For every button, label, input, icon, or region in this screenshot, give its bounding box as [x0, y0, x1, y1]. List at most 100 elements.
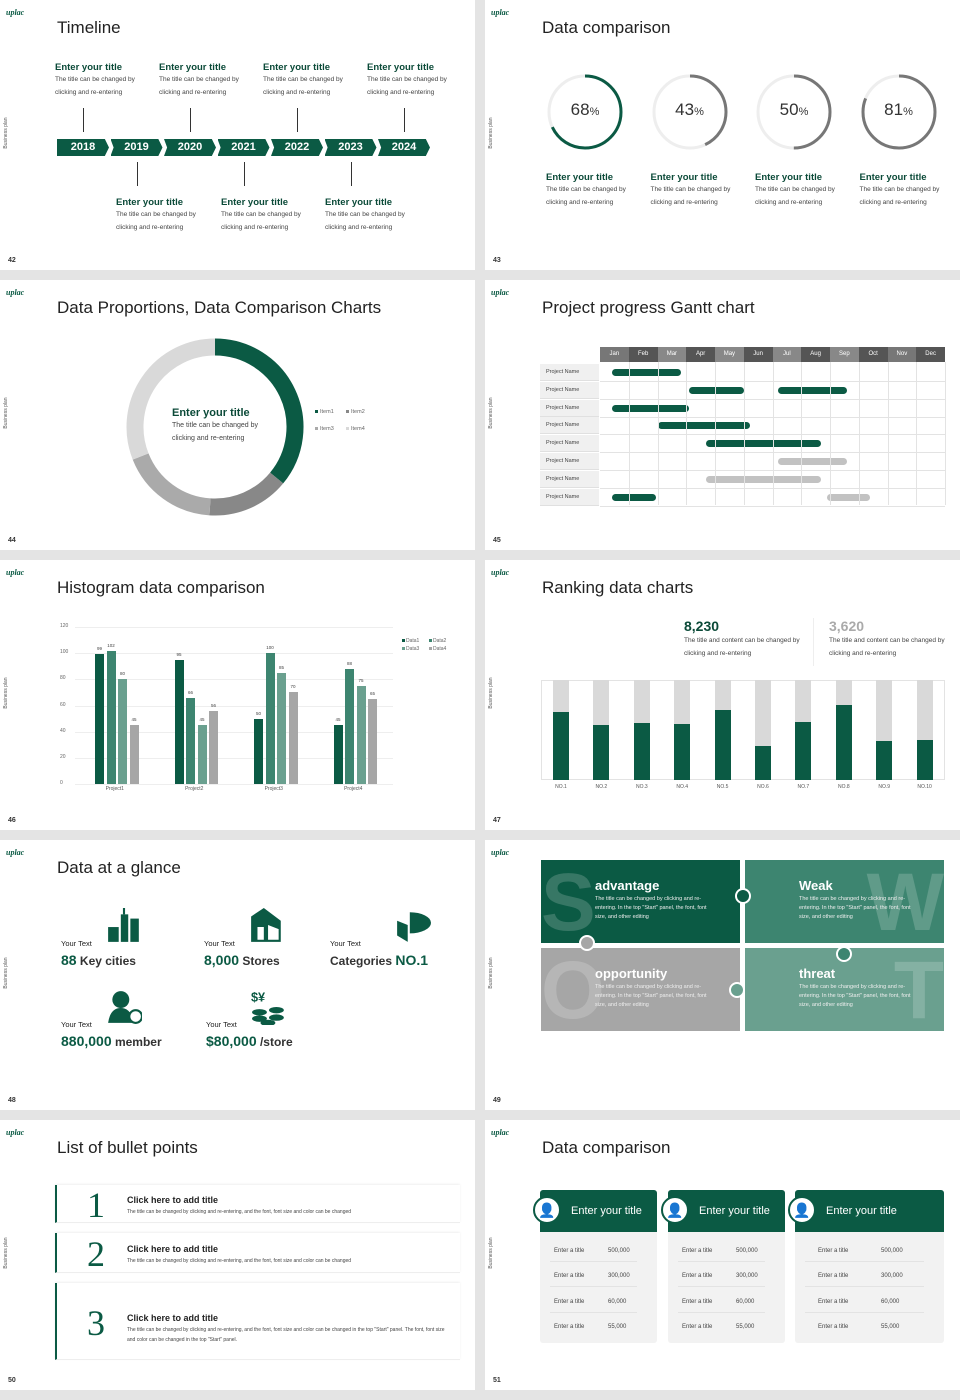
timeline-item: Enter your title The title can be changed…: [221, 197, 316, 234]
x-tick-label: Project2: [185, 786, 204, 792]
row-value: 300,000: [608, 1273, 630, 1280]
logo: uplac: [6, 288, 25, 297]
data-label: 85: [278, 664, 284, 670]
timeline-year-2023: 2023: [324, 139, 377, 156]
ring-number: 81: [884, 100, 904, 119]
bar-data3: [356, 685, 366, 784]
y-tick-label: 100: [60, 649, 69, 656]
logo: uplac: [491, 568, 510, 577]
bar-value: [714, 710, 731, 780]
data-label: 95: [176, 651, 182, 657]
bar-data3: [118, 679, 127, 784]
legend-item: Item2: [346, 409, 365, 415]
bar-value: [553, 712, 569, 780]
bullet-item: 2 Click here to add title The title can be…: [55, 1233, 460, 1274]
donut-slice-item2: [209, 472, 284, 516]
puzzle-knob: [729, 982, 745, 998]
data-label: 65: [369, 690, 375, 696]
row-value: 500,000: [608, 1248, 630, 1254]
month-header: Nov: [887, 347, 917, 362]
row-value: 55,000: [736, 1323, 755, 1330]
item-value: 880,000 member: [61, 1033, 162, 1049]
x-tick-label: Project3: [264, 786, 283, 792]
timeline-year-2020: 2020: [164, 139, 216, 156]
gridline: [75, 705, 393, 707]
gridline: [75, 627, 393, 628]
timeline-year-2024: 2024: [378, 139, 430, 156]
row-divider: [678, 1261, 765, 1262]
row-value: 300,000: [881, 1273, 903, 1280]
gridline: [75, 653, 393, 655]
logo: uplac: [6, 8, 25, 17]
caption-text: The title can be changed by clicking and…: [859, 186, 940, 206]
month-header: Feb: [628, 347, 658, 362]
slide-45: uplac Business plan 45 Project progress Gan…: [485, 280, 960, 550]
side-label: Business plan: [488, 397, 494, 429]
slide-title: Timeline: [57, 18, 121, 37]
timeline-item: Enter your title The title can be changed…: [159, 62, 254, 99]
y-tick-label: 120: [60, 623, 69, 629]
month-header: Apr: [686, 347, 715, 362]
swot-title: advantage: [595, 878, 660, 893]
row-label: Enter a title: [682, 1248, 713, 1254]
gridline: [75, 757, 393, 759]
stat-block: 3,620 The title and content can be change…: [829, 618, 949, 660]
item-text: The title can be changed by clicking and…: [55, 76, 135, 96]
gantt-bar-active: [611, 369, 681, 376]
slide-title: Histogram data comparison: [57, 578, 265, 597]
item-label: Your Text: [61, 939, 92, 948]
legend-label: Data1: [406, 638, 420, 644]
timeline-year-2019: 2019: [110, 139, 163, 156]
gantt-bar-active: [611, 404, 690, 412]
progress-ring: [547, 74, 623, 150]
data-label: 100: [266, 645, 274, 651]
side-label: Business plan: [3, 677, 9, 709]
item-value: 88 Key cities: [61, 952, 136, 968]
item-value: 8,000 Stores: [204, 952, 280, 968]
logo: uplac: [491, 848, 510, 857]
swot-text: The title can be changed by clicking and…: [595, 896, 707, 920]
bar-data4: [368, 698, 377, 784]
data-label: 56: [210, 702, 216, 708]
legend-label: Item4: [351, 426, 365, 432]
pie-chart-3d-icon: [397, 912, 431, 942]
ring-unit: %: [798, 106, 809, 118]
swot-title: opportunity: [595, 966, 668, 981]
connector-line: [350, 162, 352, 186]
legend-item: Data3: [402, 646, 419, 652]
ring-fill: [861, 74, 936, 150]
stat-value: 3,620: [829, 618, 865, 634]
bar-data2: [265, 653, 275, 784]
bullet-number: 2: [87, 1234, 105, 1274]
donut-slice-item3: [132, 453, 211, 516]
row-label: Project Name: [540, 399, 599, 417]
item-text: The title can be changed by clicking and…: [367, 76, 447, 96]
row-divider: [805, 1311, 924, 1313]
legend-swatch: [429, 639, 432, 642]
bullet-text: The title can be changed by clicking and…: [127, 1258, 352, 1264]
swot-letter: T: [893, 948, 944, 1031]
caption-text: The title can be changed by clicking and…: [546, 186, 626, 206]
timeline-year-2018: 2018: [57, 139, 109, 156]
side-label: Business plan: [488, 117, 494, 149]
ring-unit: %: [903, 106, 913, 118]
data-label: 102: [107, 642, 115, 648]
phone-user-add-icon: 👤: [533, 1196, 561, 1224]
slide-48: uplac Business plan 48 Data at a glance Your…: [0, 840, 475, 1110]
bullet-text: The title can be changed by clicking and…: [127, 1326, 445, 1343]
row-divider: [678, 1286, 765, 1288]
timeline-item: Enter your title The title can be changed…: [325, 197, 420, 234]
card-title: Enter your title: [699, 1205, 770, 1217]
legend-label: Item2: [351, 409, 365, 415]
legend-label: Item1: [320, 409, 334, 415]
month-header: Oct: [858, 347, 888, 362]
item-title: Enter your title: [263, 62, 331, 73]
legend-swatch: [315, 427, 318, 431]
item-value: Categories NO.1: [330, 952, 428, 968]
chart-frame: [541, 680, 945, 780]
y-tick-label: 20: [60, 753, 66, 760]
legend-swatch: [315, 410, 318, 414]
month-header: Jun: [743, 347, 773, 362]
swot-letter: S: [541, 860, 596, 943]
item-unit: /store: [256, 1035, 293, 1049]
